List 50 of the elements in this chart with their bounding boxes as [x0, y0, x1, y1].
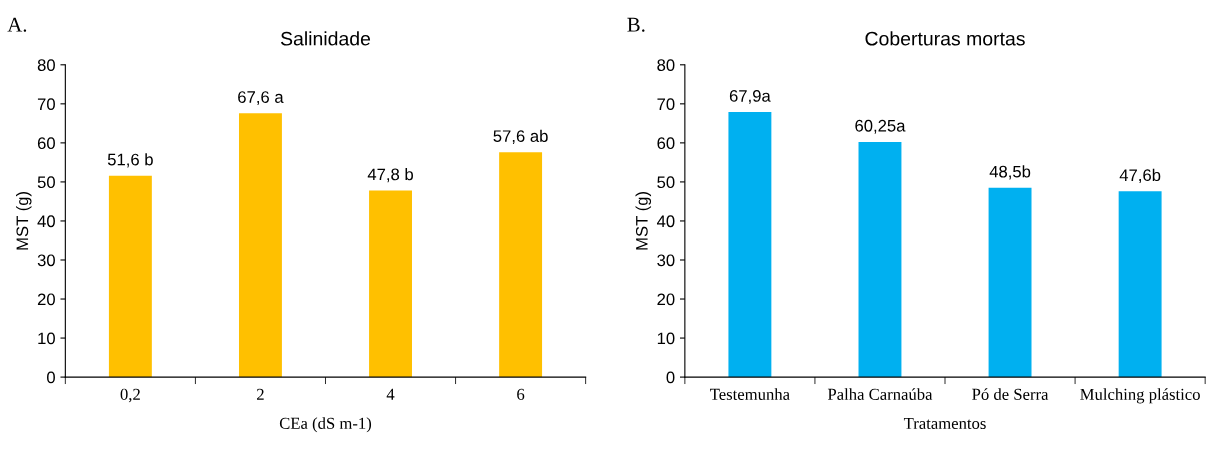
data-label: 48,5b: [989, 165, 1031, 180]
chart-title: Coberturas mortas: [865, 31, 1025, 46]
y-tick-label: 80: [657, 59, 675, 71]
bar: [108, 175, 152, 378]
y-tick-label: 0: [47, 371, 55, 384]
y-tick-label: 50: [37, 176, 55, 189]
y-tick-label: 40: [37, 215, 55, 228]
y-tick-label: 20: [37, 293, 55, 306]
data-label: 57,6 ab: [493, 129, 548, 144]
x-tick-label: 4: [386, 388, 395, 400]
x-tick-label: Mulching plástico: [1080, 388, 1200, 404]
bar: [499, 152, 543, 378]
y-tick-label: 40: [656, 215, 675, 228]
bar: [988, 187, 1032, 378]
x-axis-title: CEa (dS m-1): [279, 417, 372, 433]
bar: [369, 190, 412, 378]
x-axis-title: Tratamentos: [903, 417, 986, 430]
y-tick-label: 0: [666, 371, 675, 384]
y-tick-label: 50: [657, 176, 675, 189]
y-tick-label: 80: [37, 59, 55, 71]
bar: [858, 141, 902, 378]
x-tick-label: 0,2: [120, 388, 140, 403]
y-tick-label: 10: [657, 332, 675, 345]
bar: [1118, 191, 1162, 378]
y-tick-label: 30: [37, 254, 55, 267]
x-tick-label: 6: [517, 388, 525, 400]
data-label: 47,8 b: [367, 168, 413, 183]
text: B.: [627, 17, 645, 32]
bar: [728, 112, 772, 378]
data-label: 60,25a: [855, 119, 906, 134]
y-tick-label: 60: [657, 137, 675, 150]
y-axis-title: MST (g): [635, 192, 652, 250]
chart-title: Salinidade: [280, 31, 371, 46]
y-axis-title: MST (g): [15, 192, 32, 250]
x-tick-label: Palha Carnaúba: [827, 388, 933, 400]
data-label: 47,6b: [1119, 168, 1161, 184]
y-tick-label: 10: [38, 332, 55, 345]
data-label: 67,6 a: [238, 91, 284, 105]
x-tick-label: 2: [257, 388, 264, 400]
y-tick-label: 70: [37, 98, 55, 111]
x-tick-label: Pó de Serra: [972, 388, 1049, 400]
y-tick-label: 30: [657, 254, 675, 267]
data-label: 67,9a: [729, 89, 771, 104]
y-tick-label: 70: [657, 98, 675, 111]
x-tick-label: Testemunha: [710, 388, 790, 400]
y-tick-label: 20: [657, 293, 675, 306]
y-tick-label: 60: [37, 137, 55, 150]
data-label: 51,6 b: [107, 153, 153, 168]
bar: [238, 113, 282, 378]
text: A.: [7, 17, 27, 32]
